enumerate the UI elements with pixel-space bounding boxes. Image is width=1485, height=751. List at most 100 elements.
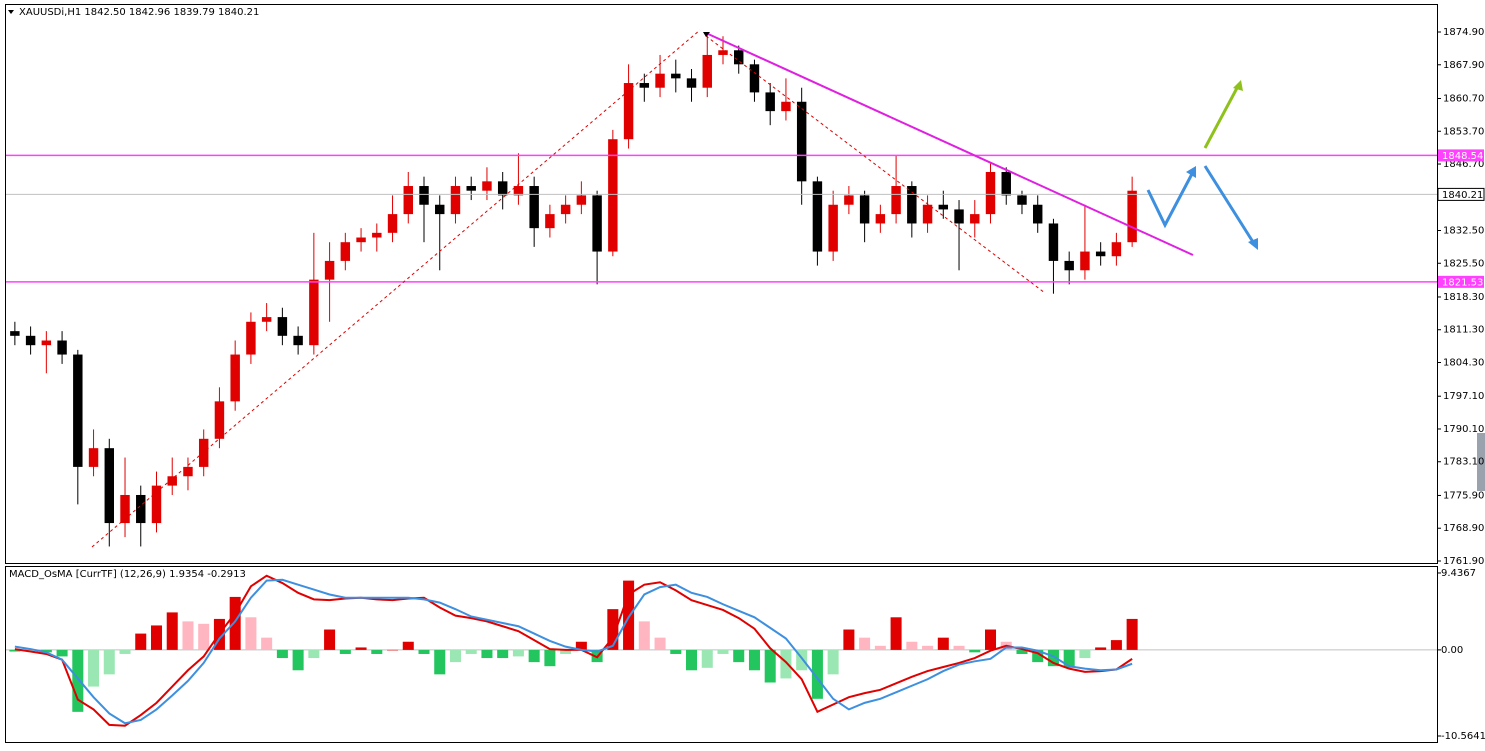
current-price-box <box>1437 187 1485 201</box>
candle-body <box>309 279 319 346</box>
histogram-bar <box>937 637 949 650</box>
level-label: 1848.54 <box>1442 151 1483 162</box>
histogram-bar <box>512 649 524 657</box>
candle-body <box>372 232 382 238</box>
candle-body <box>513 186 524 196</box>
arrow-path <box>1203 87 1239 149</box>
arrowhead <box>1248 238 1258 250</box>
histogram-bar <box>827 649 839 675</box>
candle-body <box>985 171 996 215</box>
candle-body <box>702 54 712 88</box>
candle-body <box>340 242 351 261</box>
y-tick-label: 1818.30 <box>1443 292 1484 303</box>
candle-body <box>608 139 618 252</box>
histogram-bar <box>1047 649 1059 667</box>
histogram-bar <box>245 617 257 650</box>
histogram-bar <box>654 637 666 650</box>
candle-body <box>151 485 162 524</box>
histogram-bar <box>119 649 131 654</box>
candle-body <box>57 340 67 355</box>
y-tick-label: 1761.90 <box>1443 556 1484 567</box>
histogram-bar <box>465 649 477 654</box>
y-tick-label: 1860.70 <box>1443 93 1484 104</box>
candle-body <box>1064 260 1074 271</box>
candle-body <box>765 92 775 112</box>
histogram-bar <box>701 649 713 668</box>
histogram-bar <box>717 649 729 654</box>
histogram-bar <box>1126 618 1138 650</box>
menu-triangle[interactable] <box>8 10 14 14</box>
histogram-bar <box>371 649 383 654</box>
histogram-bar <box>88 649 100 687</box>
level-label: 1821.53 <box>1442 277 1483 288</box>
histogram-bar <box>103 649 115 675</box>
histogram-bar <box>874 645 886 650</box>
candle-body <box>214 401 225 439</box>
histogram-bar <box>292 649 304 671</box>
candle-body <box>104 448 115 524</box>
histogram-bar <box>859 637 871 650</box>
candle-body <box>592 195 602 252</box>
histogram-bar <box>560 649 572 654</box>
candle-body <box>41 340 52 346</box>
histogram-bar <box>198 623 210 650</box>
histogram-bar <box>1063 649 1075 668</box>
histogram-bar <box>1016 649 1028 654</box>
candle-body <box>749 64 760 93</box>
arrowhead <box>1233 80 1243 91</box>
candle-body <box>482 181 492 191</box>
y-tick-label: 1853.70 <box>1443 126 1484 137</box>
histogram-bar <box>1032 649 1044 663</box>
y-tick-label: 1768.90 <box>1443 523 1484 534</box>
candle-body <box>403 186 413 215</box>
histogram-bar <box>922 645 934 650</box>
y-tick-label: 1825.50 <box>1443 258 1484 269</box>
histogram-bar <box>796 649 808 671</box>
candle-body <box>734 50 744 65</box>
candle-body <box>828 204 838 252</box>
y-tick-label: 0.00 <box>1441 645 1463 656</box>
y-tick-label: 1797.10 <box>1443 391 1484 402</box>
histogram-bar <box>324 629 336 650</box>
candle-body <box>781 101 791 112</box>
histogram-bar <box>418 649 430 654</box>
scroll-handle[interactable] <box>1477 433 1485 491</box>
candle-body <box>576 195 587 205</box>
y-tick-label: 1846.70 <box>1443 159 1484 170</box>
candle-body <box>324 260 335 280</box>
histogram-bar <box>25 649 37 651</box>
histogram-bar <box>890 617 902 650</box>
histogram-bar <box>748 649 760 671</box>
candle-body <box>293 335 303 346</box>
candle-body <box>246 321 256 355</box>
histogram-bar <box>497 649 509 659</box>
candle-body <box>1017 195 1027 205</box>
histogram-bar <box>969 649 981 653</box>
candle-body <box>1095 251 1106 257</box>
arrowhead <box>1186 166 1196 178</box>
level-box <box>1438 149 1484 162</box>
histogram-bar <box>733 649 745 663</box>
chart-title: XAUUSDi,H1 1842.50 1842.96 1839.79 1840.… <box>19 7 259 18</box>
candle-body <box>938 204 949 210</box>
candle-body <box>387 214 398 233</box>
histogram-bar <box>544 649 556 667</box>
histogram-bar <box>229 596 241 650</box>
histogram-bar <box>56 649 68 657</box>
histogram-bar <box>9 649 21 652</box>
candle-body <box>73 354 83 467</box>
candle-body <box>970 214 980 224</box>
histogram-bar <box>1095 647 1107 650</box>
candle-body <box>686 78 697 88</box>
histogram-bar <box>686 649 698 671</box>
candle-body <box>560 204 571 215</box>
candle-body <box>718 50 728 55</box>
candle-body <box>954 209 964 224</box>
candle-body <box>1048 223 1059 261</box>
y-tick-label: -10.5641 <box>1441 731 1485 742</box>
histogram-bar <box>40 649 52 653</box>
drawings <box>91 29 1258 548</box>
candle-body <box>435 204 445 215</box>
candle-body <box>167 476 177 486</box>
